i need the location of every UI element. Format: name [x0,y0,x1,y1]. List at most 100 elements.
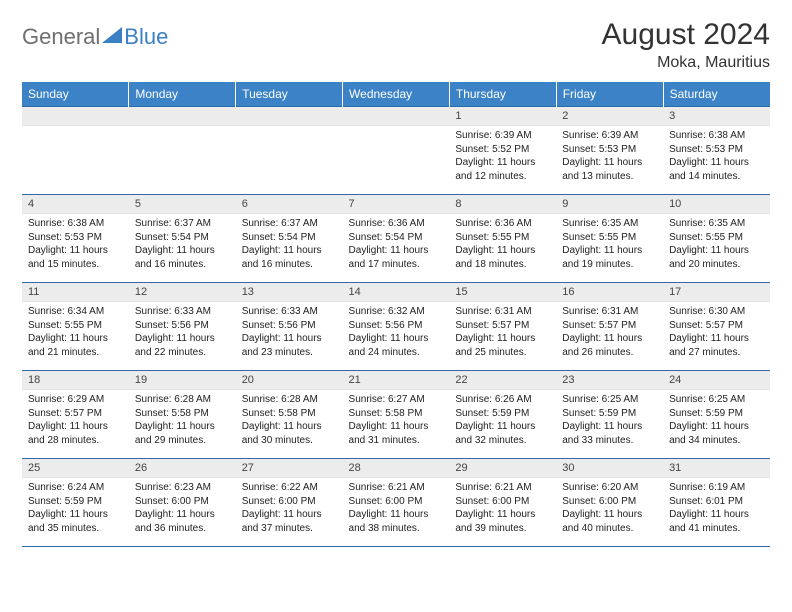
day-number: 1 [449,107,556,126]
calendar-day-cell: 30Sunrise: 6:20 AMSunset: 6:00 PMDayligh… [556,459,663,547]
calendar-page: General Blue August 2024 Moka, Mauritius… [0,0,792,557]
weekday-header: Sunday [22,82,129,107]
day-body: Sunrise: 6:28 AMSunset: 5:58 PMDaylight:… [129,390,236,451]
calendar-day-cell: 10Sunrise: 6:35 AMSunset: 5:55 PMDayligh… [663,195,770,283]
day-number: 5 [129,195,236,214]
calendar-day-cell: 28Sunrise: 6:21 AMSunset: 6:00 PMDayligh… [343,459,450,547]
calendar-day-cell: 11Sunrise: 6:34 AMSunset: 5:55 PMDayligh… [22,283,129,371]
day-number: 17 [663,283,770,302]
calendar-week-row: 11Sunrise: 6:34 AMSunset: 5:55 PMDayligh… [22,283,770,371]
day-body: Sunrise: 6:21 AMSunset: 6:00 PMDaylight:… [449,478,556,539]
day-body: Sunrise: 6:39 AMSunset: 5:52 PMDaylight:… [449,126,556,187]
day-number: 14 [343,283,450,302]
calendar-day-cell: 13Sunrise: 6:33 AMSunset: 5:56 PMDayligh… [236,283,343,371]
calendar-week-row: 4Sunrise: 6:38 AMSunset: 5:53 PMDaylight… [22,195,770,283]
calendar-day-cell: 12Sunrise: 6:33 AMSunset: 5:56 PMDayligh… [129,283,236,371]
month-title: August 2024 [602,18,770,52]
calendar-day-cell: 4Sunrise: 6:38 AMSunset: 5:53 PMDaylight… [22,195,129,283]
day-number-empty [22,107,129,126]
location-label: Moka, Mauritius [602,54,770,72]
day-number: 21 [343,371,450,390]
day-body: Sunrise: 6:20 AMSunset: 6:00 PMDaylight:… [556,478,663,539]
calendar-day-cell: 31Sunrise: 6:19 AMSunset: 6:01 PMDayligh… [663,459,770,547]
calendar-day-cell: 29Sunrise: 6:21 AMSunset: 6:00 PMDayligh… [449,459,556,547]
weekday-header: Wednesday [343,82,450,107]
day-body: Sunrise: 6:37 AMSunset: 5:54 PMDaylight:… [129,214,236,275]
day-body: Sunrise: 6:38 AMSunset: 5:53 PMDaylight:… [663,126,770,187]
calendar-day-cell: 7Sunrise: 6:36 AMSunset: 5:54 PMDaylight… [343,195,450,283]
calendar-body: 1Sunrise: 6:39 AMSunset: 5:52 PMDaylight… [22,107,770,547]
weekday-header: Tuesday [236,82,343,107]
day-number-empty [236,107,343,126]
calendar-day-cell: 14Sunrise: 6:32 AMSunset: 5:56 PMDayligh… [343,283,450,371]
calendar-day-cell: 18Sunrise: 6:29 AMSunset: 5:57 PMDayligh… [22,371,129,459]
triangle-icon [102,27,122,48]
calendar-day-cell: 16Sunrise: 6:31 AMSunset: 5:57 PMDayligh… [556,283,663,371]
calendar-day-cell: 23Sunrise: 6:25 AMSunset: 5:59 PMDayligh… [556,371,663,459]
calendar-week-row: 1Sunrise: 6:39 AMSunset: 5:52 PMDaylight… [22,107,770,195]
day-number: 19 [129,371,236,390]
calendar-day-cell: 2Sunrise: 6:39 AMSunset: 5:53 PMDaylight… [556,107,663,195]
day-number: 24 [663,371,770,390]
logo: General Blue [22,18,168,50]
day-number: 31 [663,459,770,478]
calendar-day-cell [236,107,343,195]
calendar-week-row: 25Sunrise: 6:24 AMSunset: 5:59 PMDayligh… [22,459,770,547]
calendar-day-cell: 1Sunrise: 6:39 AMSunset: 5:52 PMDaylight… [449,107,556,195]
calendar-day-cell: 21Sunrise: 6:27 AMSunset: 5:58 PMDayligh… [343,371,450,459]
calendar-day-cell: 20Sunrise: 6:28 AMSunset: 5:58 PMDayligh… [236,371,343,459]
calendar-day-cell [343,107,450,195]
day-body: Sunrise: 6:29 AMSunset: 5:57 PMDaylight:… [22,390,129,451]
title-block: August 2024 Moka, Mauritius [602,18,770,72]
day-number: 13 [236,283,343,302]
day-number: 7 [343,195,450,214]
calendar-day-cell: 22Sunrise: 6:26 AMSunset: 5:59 PMDayligh… [449,371,556,459]
calendar-day-cell: 5Sunrise: 6:37 AMSunset: 5:54 PMDaylight… [129,195,236,283]
day-number: 25 [22,459,129,478]
day-number: 6 [236,195,343,214]
day-body: Sunrise: 6:28 AMSunset: 5:58 PMDaylight:… [236,390,343,451]
calendar-day-cell: 19Sunrise: 6:28 AMSunset: 5:58 PMDayligh… [129,371,236,459]
day-body: Sunrise: 6:19 AMSunset: 6:01 PMDaylight:… [663,478,770,539]
day-number: 18 [22,371,129,390]
day-number: 26 [129,459,236,478]
day-number: 20 [236,371,343,390]
day-body: Sunrise: 6:33 AMSunset: 5:56 PMDaylight:… [129,302,236,363]
logo-text-general: General [22,24,100,50]
day-body: Sunrise: 6:25 AMSunset: 5:59 PMDaylight:… [556,390,663,451]
day-number: 12 [129,283,236,302]
day-body: Sunrise: 6:23 AMSunset: 6:00 PMDaylight:… [129,478,236,539]
weekday-header: Friday [556,82,663,107]
day-body: Sunrise: 6:36 AMSunset: 5:54 PMDaylight:… [343,214,450,275]
header: General Blue August 2024 Moka, Mauritius [22,18,770,72]
day-body: Sunrise: 6:35 AMSunset: 5:55 PMDaylight:… [556,214,663,275]
calendar-day-cell: 26Sunrise: 6:23 AMSunset: 6:00 PMDayligh… [129,459,236,547]
day-body: Sunrise: 6:30 AMSunset: 5:57 PMDaylight:… [663,302,770,363]
weekday-header-row: SundayMondayTuesdayWednesdayThursdayFrid… [22,82,770,107]
day-number: 16 [556,283,663,302]
day-body: Sunrise: 6:37 AMSunset: 5:54 PMDaylight:… [236,214,343,275]
day-body: Sunrise: 6:22 AMSunset: 6:00 PMDaylight:… [236,478,343,539]
day-body: Sunrise: 6:38 AMSunset: 5:53 PMDaylight:… [22,214,129,275]
day-number: 23 [556,371,663,390]
day-body: Sunrise: 6:27 AMSunset: 5:58 PMDaylight:… [343,390,450,451]
day-number: 2 [556,107,663,126]
day-number: 9 [556,195,663,214]
calendar-day-cell: 25Sunrise: 6:24 AMSunset: 5:59 PMDayligh… [22,459,129,547]
calendar-table: SundayMondayTuesdayWednesdayThursdayFrid… [22,82,770,547]
day-number: 8 [449,195,556,214]
calendar-day-cell [129,107,236,195]
day-number: 27 [236,459,343,478]
day-body: Sunrise: 6:31 AMSunset: 5:57 PMDaylight:… [449,302,556,363]
day-number: 15 [449,283,556,302]
logo-text-blue: Blue [124,24,168,50]
day-body: Sunrise: 6:33 AMSunset: 5:56 PMDaylight:… [236,302,343,363]
calendar-day-cell [22,107,129,195]
weekday-header: Monday [129,82,236,107]
calendar-week-row: 18Sunrise: 6:29 AMSunset: 5:57 PMDayligh… [22,371,770,459]
calendar-day-cell: 17Sunrise: 6:30 AMSunset: 5:57 PMDayligh… [663,283,770,371]
day-number: 28 [343,459,450,478]
calendar-day-cell: 6Sunrise: 6:37 AMSunset: 5:54 PMDaylight… [236,195,343,283]
calendar-day-cell: 9Sunrise: 6:35 AMSunset: 5:55 PMDaylight… [556,195,663,283]
day-body: Sunrise: 6:36 AMSunset: 5:55 PMDaylight:… [449,214,556,275]
